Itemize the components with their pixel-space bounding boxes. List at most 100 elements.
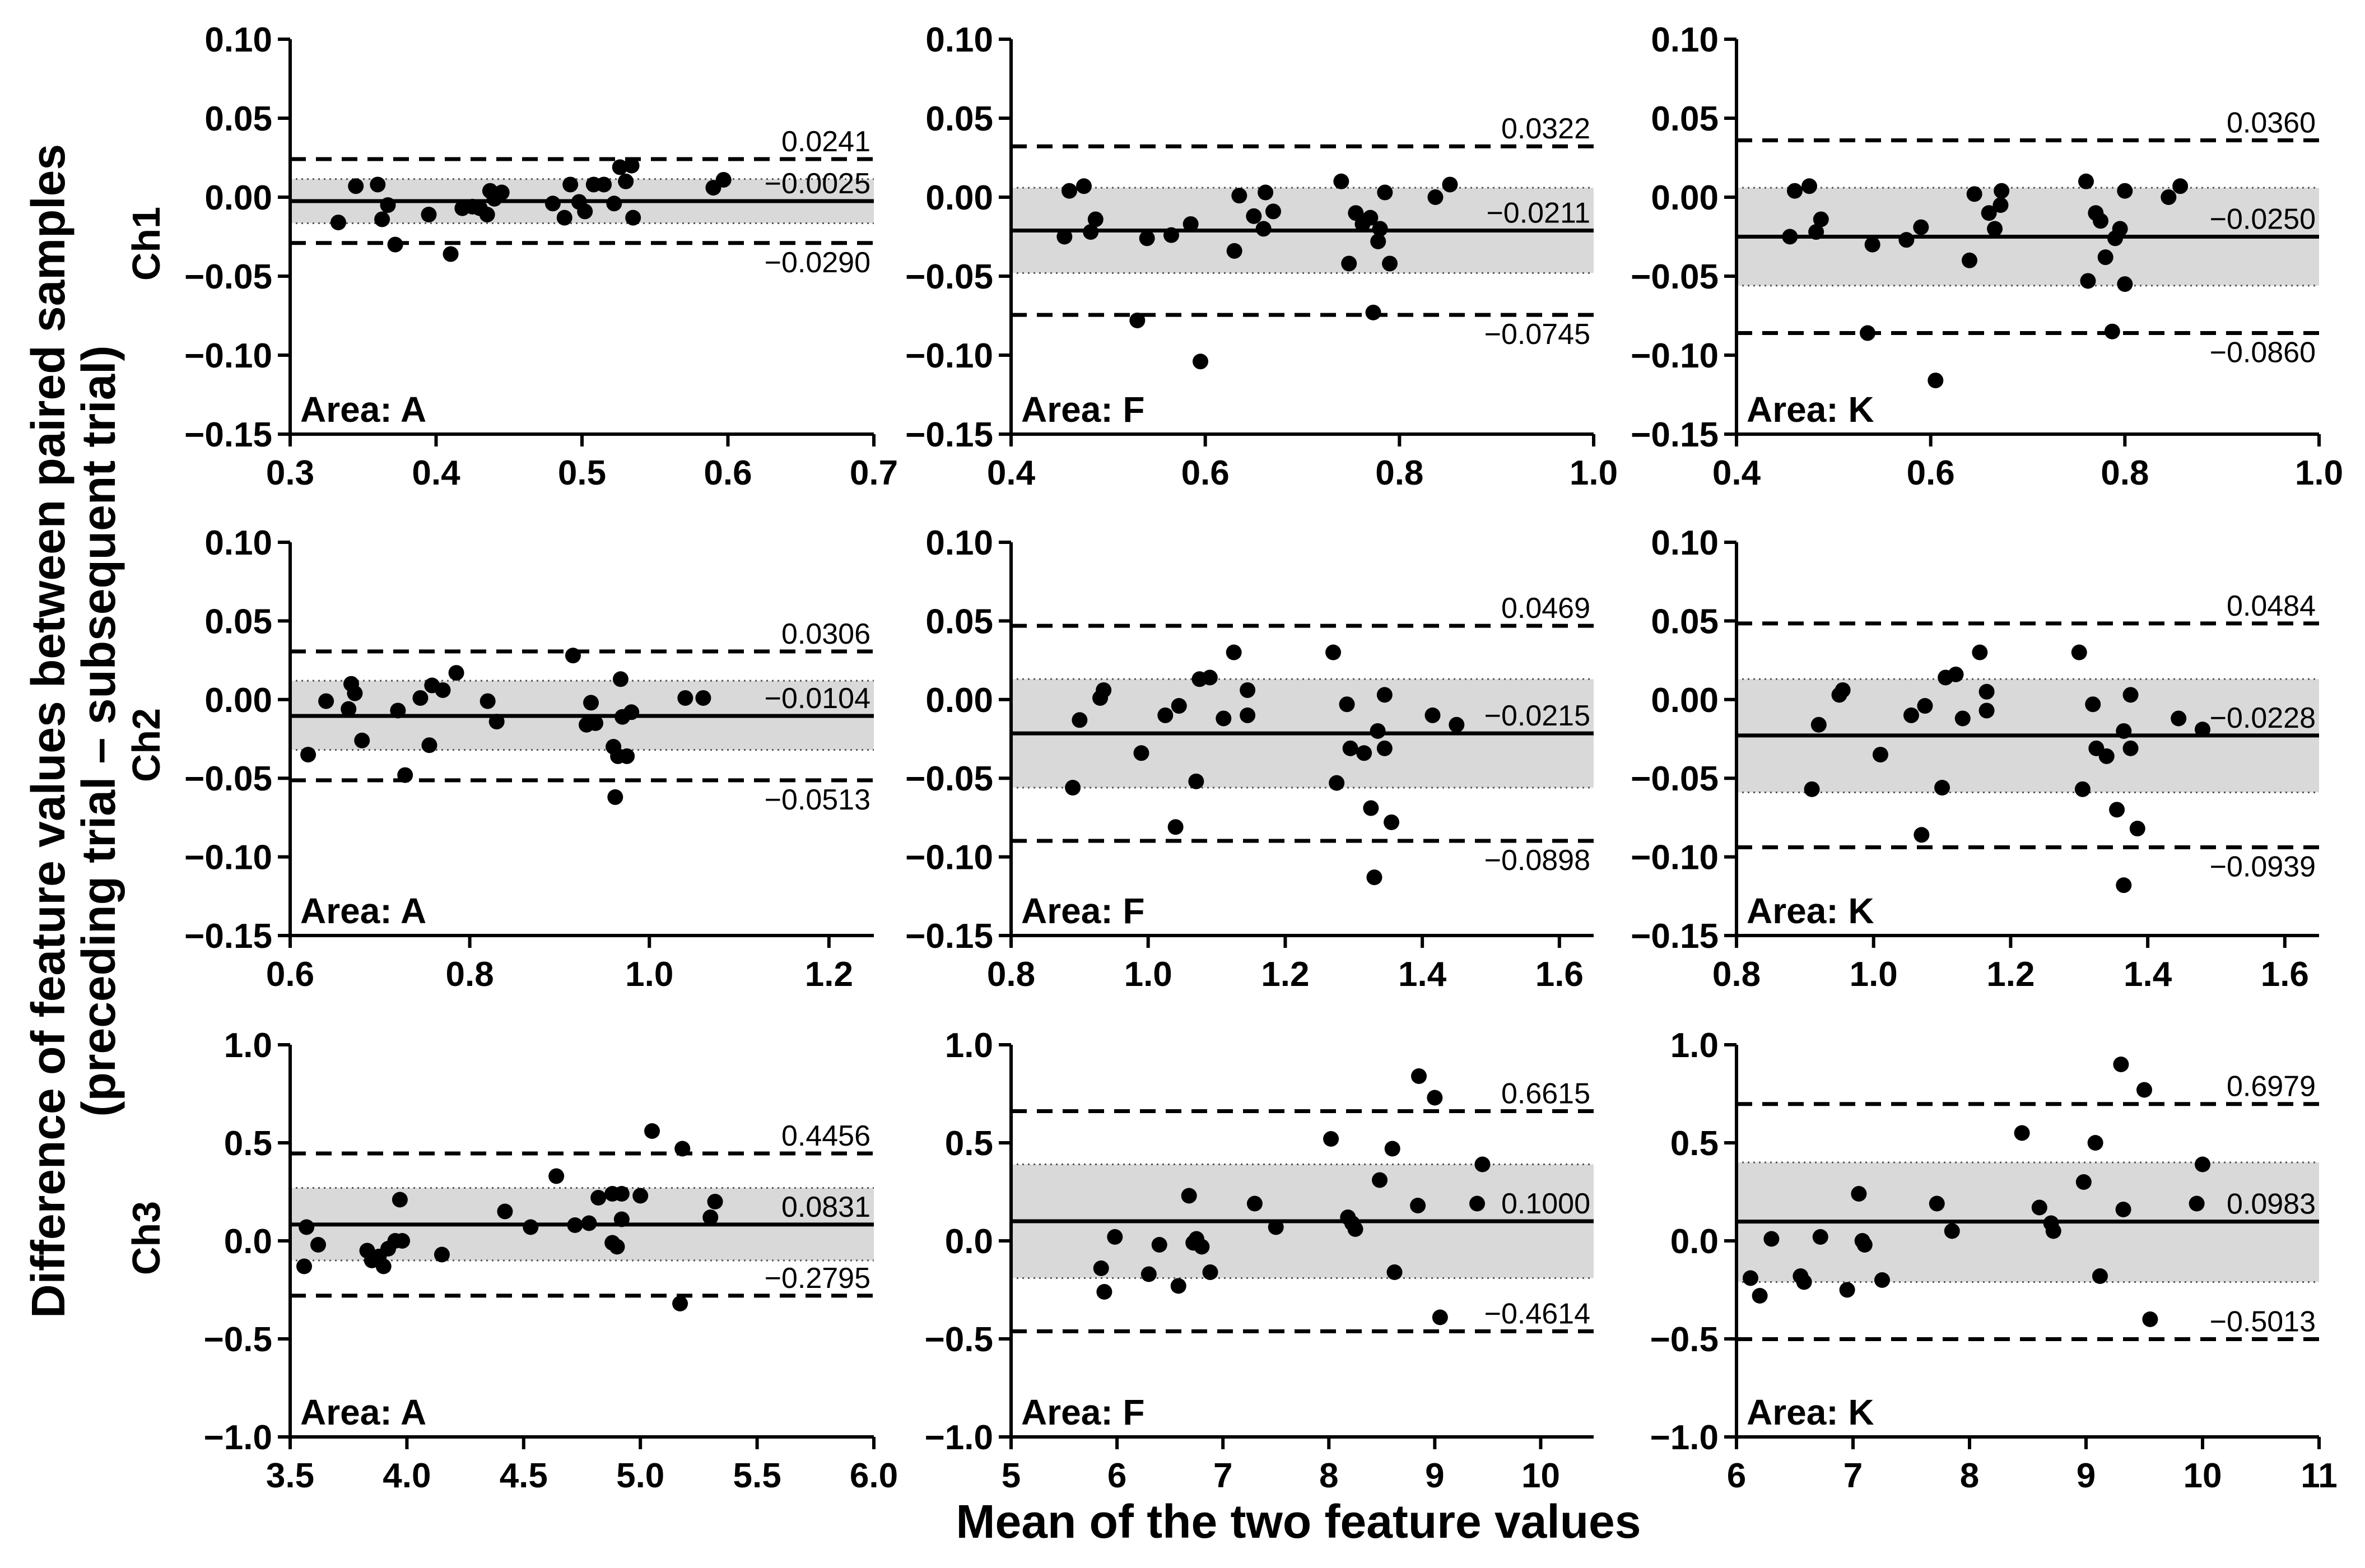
x-tick-label: 0.8 <box>446 955 494 994</box>
y-tick-label: −1.0 <box>204 1418 272 1457</box>
data-point <box>1903 707 1919 723</box>
x-tick-label: 10 <box>2184 1457 2222 1495</box>
y-tick-label: −0.10 <box>184 337 272 375</box>
data-point <box>1163 227 1179 243</box>
data-point <box>1170 1278 1186 1294</box>
data-point <box>1872 747 1888 763</box>
data-point <box>1342 740 1358 756</box>
x-tick-label: 1.4 <box>1398 955 1447 994</box>
lower-limit-label: −0.0939 <box>2210 850 2316 883</box>
x-tick-label: 1.2 <box>1261 955 1309 994</box>
data-point <box>1341 255 1357 272</box>
mean-difference-label: 0.0983 <box>2227 1188 2316 1221</box>
data-point <box>583 695 599 711</box>
data-point <box>1962 252 1977 268</box>
data-point <box>296 1258 313 1274</box>
y-tick-label: −1.0 <box>925 1418 993 1457</box>
y-tick-label: −0.10 <box>184 839 272 877</box>
y-tick-label: 0.10 <box>1651 524 1719 562</box>
x-tick-label: 7 <box>1213 1457 1232 1495</box>
data-point <box>1268 1219 1284 1235</box>
x-tick-label: 1.6 <box>2261 955 2309 994</box>
data-point <box>1928 373 1944 389</box>
data-point <box>1864 236 1880 253</box>
x-tick-label: 8 <box>1319 1457 1338 1495</box>
data-point <box>2189 1195 2205 1212</box>
row-label-ch3: Ch3 <box>124 1201 168 1275</box>
data-point <box>2031 1199 2047 1216</box>
data-point <box>1157 707 1174 723</box>
data-point <box>1782 229 1798 245</box>
data-point <box>1787 183 1803 199</box>
data-point <box>394 1233 411 1249</box>
y-tick-label: 1.0 <box>224 1026 272 1065</box>
data-point <box>1258 184 1274 201</box>
data-point <box>1363 800 1379 816</box>
data-point <box>387 236 403 253</box>
data-point <box>2098 748 2115 764</box>
data-point <box>1424 707 1441 723</box>
mean-difference-label: −0.0215 <box>1484 700 1590 732</box>
data-point <box>612 671 629 687</box>
data-point <box>2093 213 2108 229</box>
data-point <box>677 690 693 706</box>
data-point <box>1139 230 1155 246</box>
data-point <box>1913 219 1929 235</box>
data-point <box>1808 224 1824 240</box>
y-tick-label: 0.05 <box>925 100 993 138</box>
data-point <box>310 1237 327 1253</box>
row-label-ch1: Ch1 <box>124 207 168 281</box>
data-point <box>2142 1311 2158 1327</box>
lower-limit-label: −0.0745 <box>1484 318 1590 351</box>
x-tick-label: 0.8 <box>987 955 1035 994</box>
data-point <box>577 203 593 220</box>
y-tick-label: −0.15 <box>1631 917 1719 956</box>
data-point <box>2104 323 2120 339</box>
data-point <box>354 732 370 748</box>
data-point <box>1202 1264 1218 1280</box>
mean-difference-label: −0.0228 <box>2210 702 2316 734</box>
data-point <box>1087 211 1104 227</box>
y-tick-label: 0.05 <box>1651 602 1719 641</box>
lower-limit-label: −0.2795 <box>765 1262 870 1295</box>
x-tick-label: 6 <box>1107 1457 1126 1495</box>
upper-limit-label: 0.0306 <box>781 618 870 650</box>
y-tick-label: 0.05 <box>204 100 272 138</box>
y-tick-label: −0.5 <box>1650 1320 1719 1359</box>
data-point <box>1246 1195 1263 1212</box>
data-point <box>1329 775 1345 791</box>
area-label: Area: A <box>300 389 426 430</box>
data-point <box>1752 1288 1768 1304</box>
data-point <box>448 665 464 681</box>
data-point <box>2097 249 2113 266</box>
data-point <box>590 1190 607 1206</box>
y-tick-label: 0.10 <box>1651 21 1719 59</box>
x-tick-label: 9 <box>2077 1457 2096 1495</box>
data-point <box>1427 189 1444 205</box>
y-tick-label: 0.10 <box>204 524 272 562</box>
data-point <box>2171 710 2187 727</box>
data-point <box>1810 716 1827 733</box>
data-point <box>1432 1309 1448 1325</box>
data-point <box>1370 233 1386 249</box>
data-point <box>2075 1174 2092 1190</box>
data-point <box>613 1211 630 1227</box>
data-point <box>1813 211 1829 227</box>
data-point <box>380 197 396 213</box>
x-tick-label: 0.4 <box>1712 454 1761 492</box>
data-point <box>1469 1195 1485 1212</box>
x-tick-label: 6 <box>1727 1457 1746 1495</box>
lower-limit-label: −0.5013 <box>2210 1305 2316 1338</box>
data-point <box>581 1215 597 1231</box>
panel-ch3-col2: −1.0 −0.5 0.0 0.5 1.0 5 6 7 8 9 10 0.6615 0.1000 −0.4… <box>925 1026 1594 1495</box>
data-point <box>1763 1231 1780 1247</box>
data-point <box>1742 1270 1758 1286</box>
y-tick-label: 0.00 <box>204 681 272 720</box>
data-point <box>1474 1156 1491 1172</box>
panel-ch1-col3: −0.15 −0.10 −0.05 0.00 0.05 0.10 0.4 0.6 0.8 1.0 0… <box>1631 21 2343 492</box>
data-point <box>1376 740 1393 756</box>
data-point <box>623 157 640 174</box>
data-point <box>1978 702 1995 719</box>
data-point <box>606 196 622 212</box>
data-point <box>2117 276 2133 292</box>
